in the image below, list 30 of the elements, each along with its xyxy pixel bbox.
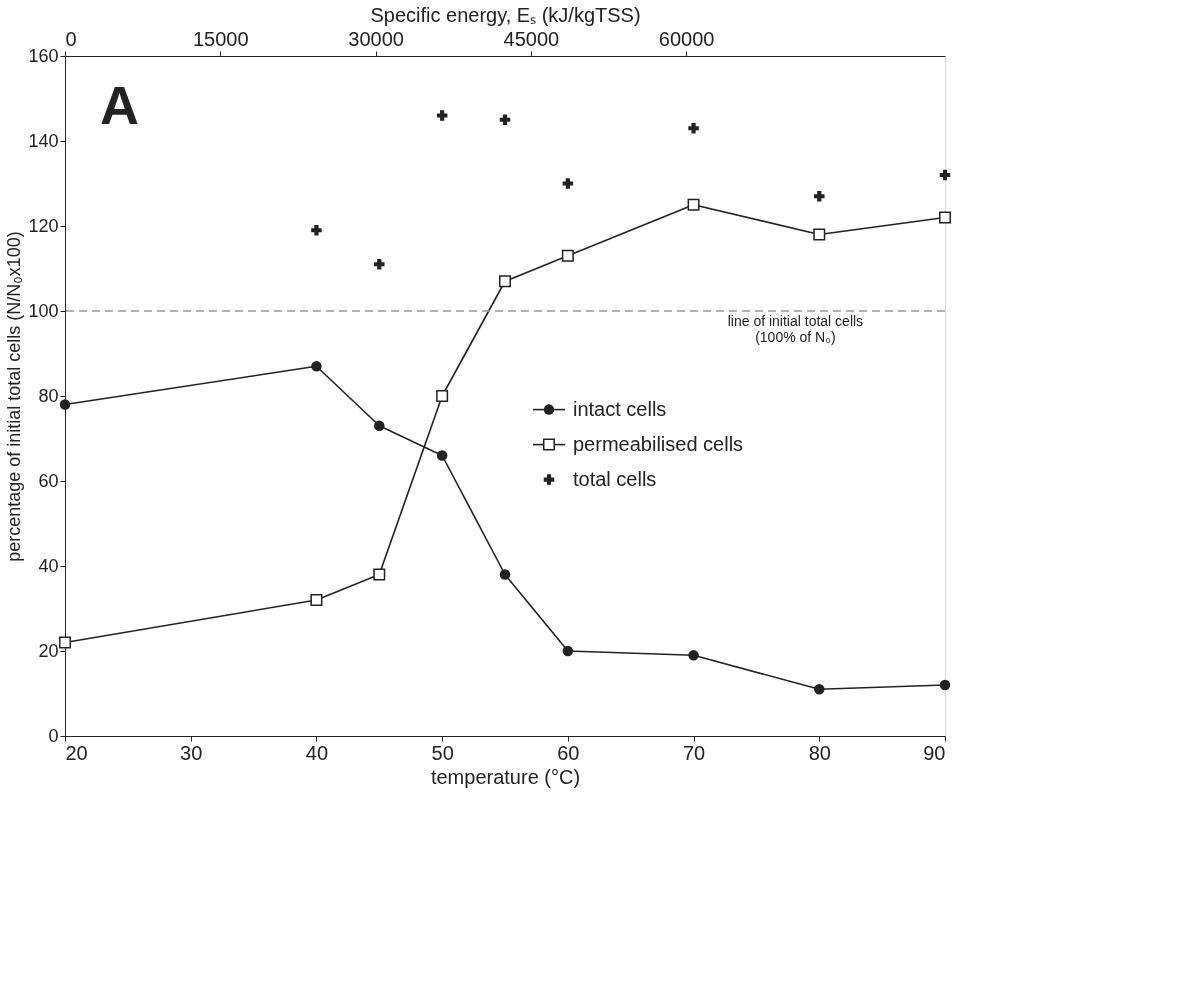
x2-tick-label: 30000 <box>348 27 404 50</box>
y-tick-label: 80 <box>38 385 59 406</box>
x-axis-title: temperature (°C) <box>430 765 581 788</box>
y-tick-label: 140 <box>28 130 59 151</box>
x2-tick-label: 15000 <box>192 27 249 50</box>
legend-label: total cells <box>573 467 657 490</box>
y-tick-label: 120 <box>28 215 59 236</box>
x2-tick-label: 60000 <box>658 27 715 50</box>
y-tick-label: 100 <box>28 300 59 321</box>
y-tick-label: 160 <box>28 45 59 66</box>
legend-label: intact cells <box>573 397 667 420</box>
y-axis-title: percentage of initial total cells (N/N₀x100) <box>4 231 25 562</box>
x-tick-label: 80 <box>808 741 831 764</box>
annotation: A <box>100 75 139 135</box>
x2-tick-label: 0 <box>65 27 77 50</box>
x-tick-label: 20 <box>65 741 88 764</box>
y-tick-label: 20 <box>38 640 59 661</box>
x-tick-label: 90 <box>923 741 946 764</box>
x2-axis-title: Specific energy, Eₛ (kJ/kgTSS) <box>370 3 641 26</box>
x-tick-label: 40 <box>305 741 329 764</box>
y-tick-label: 60 <box>38 470 59 491</box>
x-tick-label: 50 <box>431 741 454 764</box>
y-tick-label: 40 <box>38 555 59 576</box>
legend-label: permeabilised cells <box>573 432 744 455</box>
x-tick-label: 30 <box>180 741 203 764</box>
x-tick-label: 60 <box>557 741 580 764</box>
x-tick-label: 70 <box>682 741 706 764</box>
x2-tick-label: 45000 <box>503 27 560 50</box>
y-tick-label: 0 <box>48 725 59 746</box>
ref-line-label: line of initial total cells (100% of N₀) <box>727 313 864 345</box>
